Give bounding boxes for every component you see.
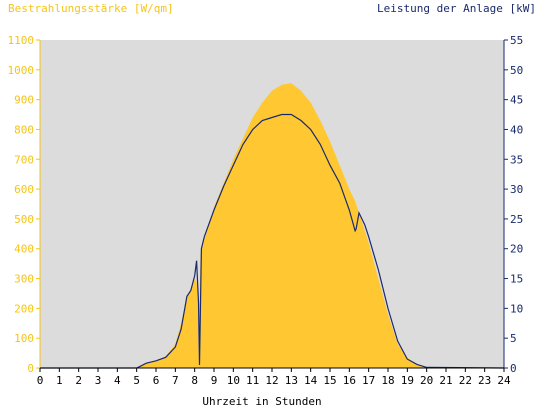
left-tick-label: 100	[14, 332, 34, 345]
right-tick-label: 45	[510, 94, 523, 107]
right-tick-label: 5	[510, 332, 517, 345]
x-tick-label: 5	[133, 374, 140, 387]
x-tick-label: 18	[381, 374, 394, 387]
right-tick-label: 55	[510, 34, 523, 47]
left-tick-label: 1100	[8, 34, 35, 47]
x-tick-label: 1	[56, 374, 63, 387]
left-tick-label: 800	[14, 123, 34, 136]
left-tick-label: 500	[14, 213, 34, 226]
right-tick-label: 10	[510, 302, 523, 315]
x-tick-label: 3	[95, 374, 102, 387]
irradiance-area	[40, 83, 504, 368]
left-tick-label: 600	[14, 183, 34, 196]
x-tick-label: 16	[343, 374, 356, 387]
power-line-layer	[40, 113, 505, 369]
x-tick-label: 2	[75, 374, 82, 387]
x-tick-label: 20	[420, 374, 433, 387]
x-tick-label: 12	[265, 374, 278, 387]
left-tick-label: 200	[14, 302, 34, 315]
right-tick-label: 50	[510, 64, 523, 77]
left-tick-label: 900	[14, 94, 34, 107]
x-tick-label: 23	[478, 374, 491, 387]
x-tick-label: 24	[497, 374, 511, 387]
x-tick-label: 22	[459, 374, 472, 387]
x-tick-label: 17	[362, 374, 375, 387]
right-tick-label: 40	[510, 123, 523, 136]
left-tick-label: 700	[14, 153, 34, 166]
left-tick-label: 400	[14, 243, 34, 256]
x-tick-label: 7	[172, 374, 179, 387]
x-axis-ticks: 0 1 2 3 4 5 6 7 8 9 10 11 12 13 14 15 16 17 18 19 20 21 22 23 24	[37, 368, 511, 387]
right-tick-label: 30	[510, 183, 523, 196]
x-tick-label: 10	[227, 374, 240, 387]
x-tick-label: 13	[285, 374, 298, 387]
x-tick-label: 8	[191, 374, 198, 387]
left-tick-label: 300	[14, 273, 34, 286]
left-tick-label: 1000	[8, 64, 35, 77]
right-tick-label: 25	[510, 213, 523, 226]
irradiance-area-layer	[40, 83, 504, 368]
right-tick-label: 15	[510, 273, 523, 286]
right-tick-label: 20	[510, 243, 523, 256]
x-axis-label: Uhrzeit in Stunden	[202, 395, 321, 408]
right-tick-label: 35	[510, 153, 523, 166]
power-line	[40, 113, 505, 369]
left-axis-ticks: 0 100 200 300 400 500 600 700 800 900 1000 1100	[8, 34, 40, 375]
x-tick-label: 19	[401, 374, 414, 387]
x-tick-label: 6	[153, 374, 160, 387]
x-tick-label: 14	[304, 374, 318, 387]
left-axis-title: Bestrahlungsstärke [W/qm]	[8, 2, 174, 15]
right-axis-ticks: 0 5 10 15 20 25 30 35 40 45 50 55	[504, 34, 523, 375]
x-tick-label: 9	[211, 374, 218, 387]
x-tick-label: 0	[37, 374, 44, 387]
x-tick-label: 4	[114, 374, 121, 387]
x-tick-label: 11	[246, 374, 259, 387]
left-tick-label: 0	[27, 362, 34, 375]
x-tick-label: 15	[323, 374, 336, 387]
x-tick-label: 21	[439, 374, 452, 387]
right-axis-title: Leistung der Anlage [kW]	[377, 2, 536, 15]
right-tick-label: 0	[510, 362, 517, 375]
